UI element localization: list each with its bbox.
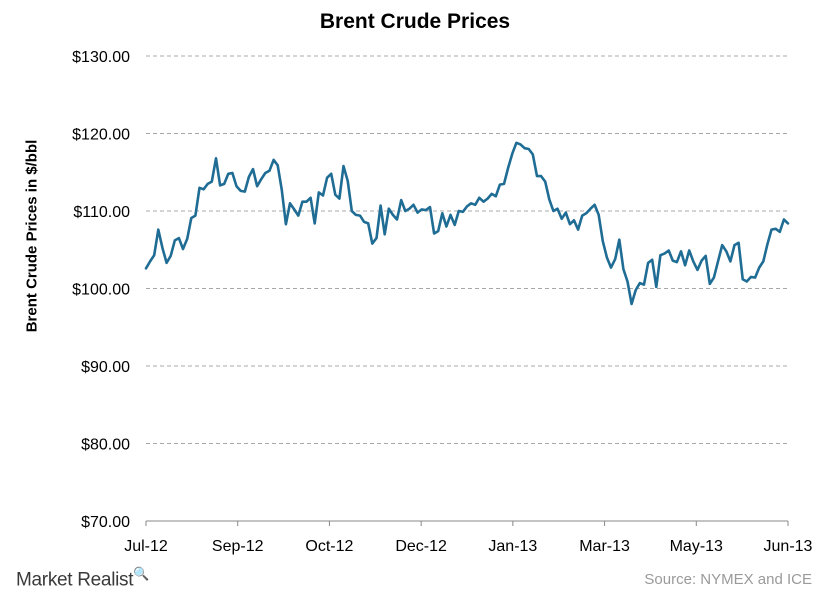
source-note: Source: NYMEX and ICE [644, 571, 812, 588]
chart-title: Brent Crude Prices [319, 10, 511, 33]
x-tick-label: Sep-12 [212, 538, 264, 555]
brand-logo: Market Realist🔍 [16, 566, 149, 591]
y-tick-label: $100.00 [72, 282, 130, 299]
magnifier-icon: 🔍 [133, 566, 150, 581]
y-tick-label: $120.00 [72, 127, 130, 144]
gridlines [146, 55, 788, 444]
series-layer [144, 141, 790, 306]
x-tick-label: Jun-13 [764, 538, 813, 555]
series-line [144, 141, 790, 306]
x-tick-label: May-13 [670, 538, 723, 555]
brand-name: Market Realist [16, 569, 134, 591]
x-tick-label: Oct-12 [305, 538, 353, 555]
y-axis-ticks: $70.00 $80.00 $90.00 $100.00 $110.00 $120.00 $… [72, 49, 130, 531]
x-tick-label: Jan-13 [488, 538, 537, 555]
x-tick-label: Mar-13 [579, 538, 630, 555]
y-tick-label: $70.00 [81, 514, 130, 531]
y-tick-label: $110.00 [73, 204, 130, 221]
y-tick-label: $90.00 [81, 359, 130, 376]
x-tick-label: Jul-12 [124, 538, 168, 555]
x-axis-ticks: Jul-12 Sep-12 Oct-12 Dec-12 Jan-13 Mar-13 May-… [124, 521, 813, 555]
x-tick-label: Dec-12 [395, 538, 447, 555]
y-tick-label: $130.00 [72, 49, 130, 66]
y-tick-label: $80.00 [81, 437, 130, 454]
